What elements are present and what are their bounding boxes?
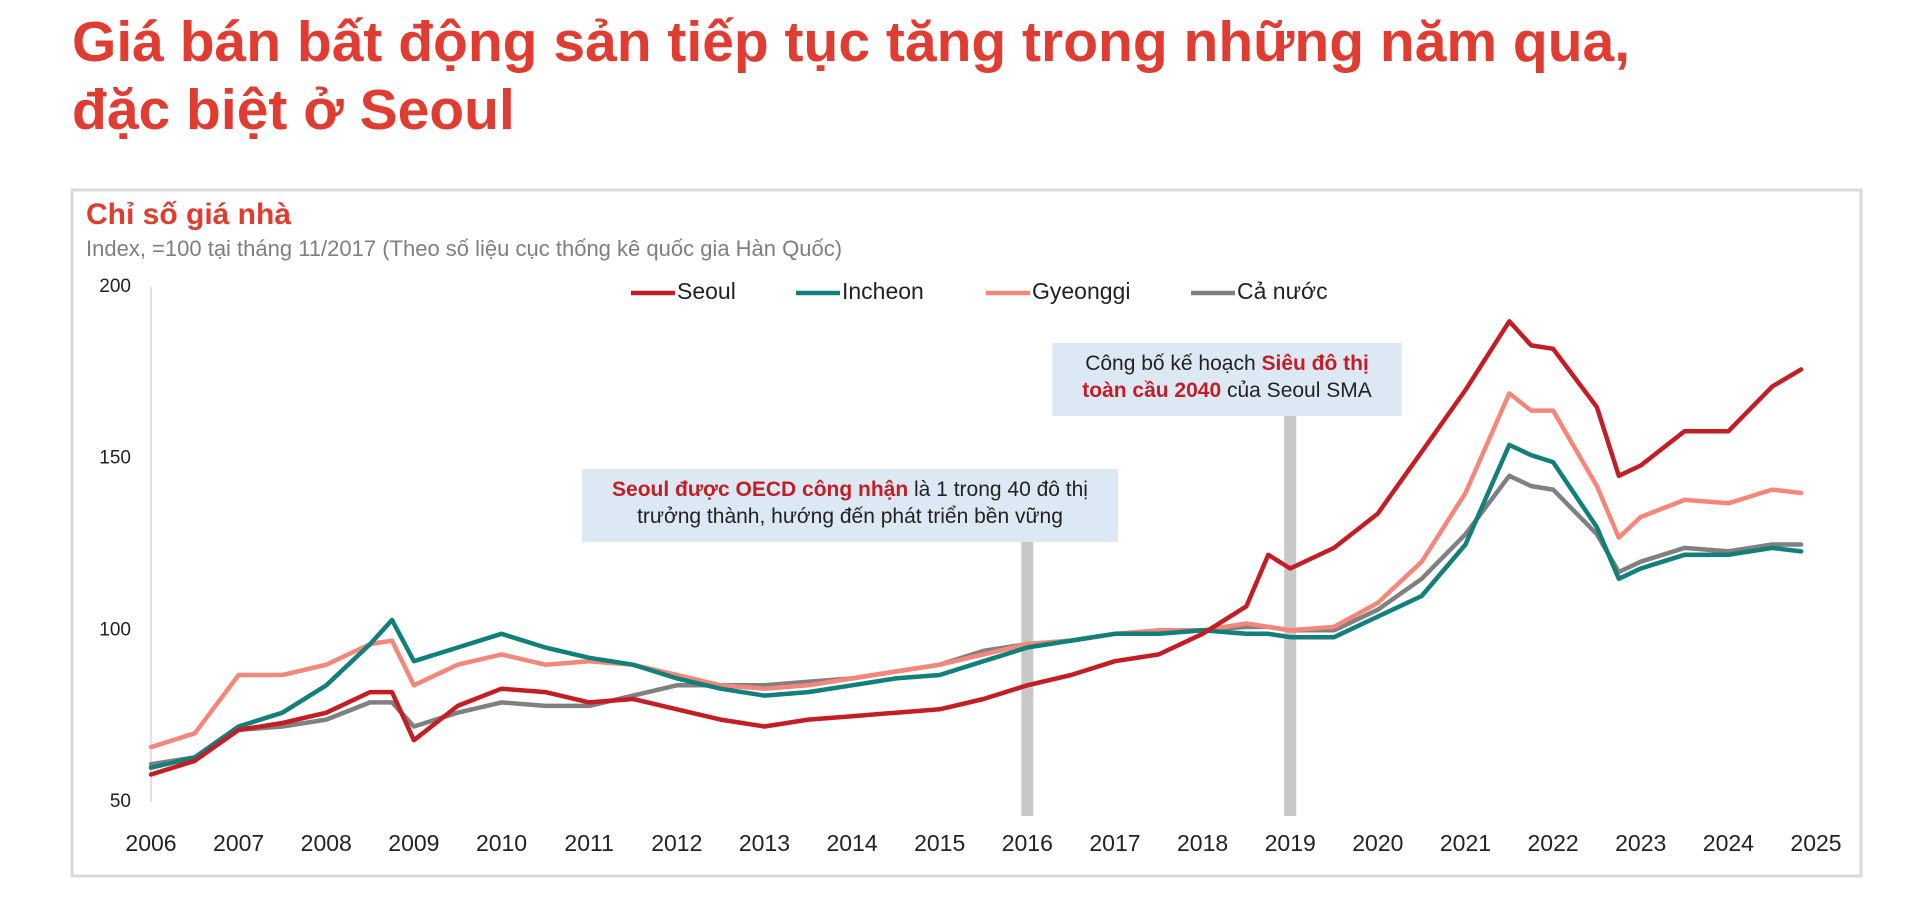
- x-tick-label: 2019: [1265, 830, 1316, 856]
- y-tick-label: 200: [99, 276, 131, 297]
- x-tick-label: 2024: [1703, 830, 1754, 856]
- y-tick-label: 50: [110, 791, 131, 812]
- annotation-segment: Seoul được OECD công nhận: [612, 478, 908, 501]
- x-tick-label: 2009: [388, 830, 439, 856]
- x-tick-label: 2008: [301, 830, 352, 856]
- x-tick-label: 2012: [651, 830, 702, 856]
- headline: Giá bán bất động sản tiếp tục tăng trong…: [72, 8, 1630, 144]
- series-line: [148, 391, 1804, 750]
- y-tick-label: 150: [99, 448, 131, 469]
- legend-label: Seoul: [677, 278, 736, 304]
- x-tick-label: 2018: [1177, 830, 1228, 856]
- x-tick-label: 2016: [1002, 830, 1053, 856]
- series-line: [148, 442, 1804, 770]
- annotation-bar: [1021, 542, 1034, 816]
- x-tick-label: 2014: [826, 830, 877, 856]
- x-tick-label: 2025: [1790, 830, 1841, 856]
- x-tick-label: 2021: [1440, 830, 1491, 856]
- annotation-text: toàn cầu 2040 của Seoul SMA: [1082, 379, 1372, 402]
- annotation-text: Seoul được OECD công nhận là 1 trong 40 …: [612, 478, 1088, 501]
- series-line: [148, 319, 1804, 777]
- annotation-box: [582, 469, 1118, 542]
- annotation-segment: Công bố kế hoạch: [1085, 352, 1261, 375]
- annotation-text: trưởng thành, hướng đến phát triển bền v…: [637, 505, 1063, 528]
- legend-label: Incheon: [842, 278, 924, 304]
- legend-label: Gyeonggi: [1032, 278, 1130, 304]
- x-tick-label: 2015: [914, 830, 965, 856]
- x-tick-label: 2022: [1528, 830, 1579, 856]
- annotation-segment: trưởng thành, hướng đến phát triển bền v…: [637, 505, 1063, 528]
- annotation-box: [1052, 343, 1402, 416]
- annotation-segment: là 1 trong 40 đô thị: [908, 478, 1088, 501]
- annotation-bar: [1284, 416, 1297, 816]
- headline-line: Giá bán bất động sản tiếp tục tăng trong…: [72, 10, 1631, 74]
- annotation-segment: toàn cầu 2040: [1082, 379, 1221, 402]
- chart-title: Chỉ số giá nhà: [86, 198, 291, 231]
- annotation-segment: của Seoul SMA: [1221, 379, 1372, 402]
- x-tick-label: 2007: [213, 830, 264, 856]
- x-tick-label: 2006: [125, 830, 176, 856]
- legend-label: Cả nước: [1237, 278, 1328, 304]
- headline-line: đặc biệt ở Seoul: [72, 78, 515, 142]
- annotation-text: Công bố kế hoạch Siêu đô thị: [1085, 352, 1369, 375]
- annotation-segment: Siêu đô thị: [1261, 352, 1368, 375]
- x-tick-label: 2017: [1089, 830, 1140, 856]
- chart-frame: [70, 188, 1863, 878]
- x-tick-label: 2010: [476, 830, 527, 856]
- x-tick-label: 2013: [739, 830, 790, 856]
- x-tick-label: 2020: [1352, 830, 1403, 856]
- x-tick-label: 2023: [1615, 830, 1666, 856]
- y-tick-label: 100: [99, 619, 131, 640]
- chart-subtitle: Index, =100 tại tháng 11/2017 (Theo số l…: [86, 236, 842, 261]
- x-tick-label: 2011: [564, 830, 613, 856]
